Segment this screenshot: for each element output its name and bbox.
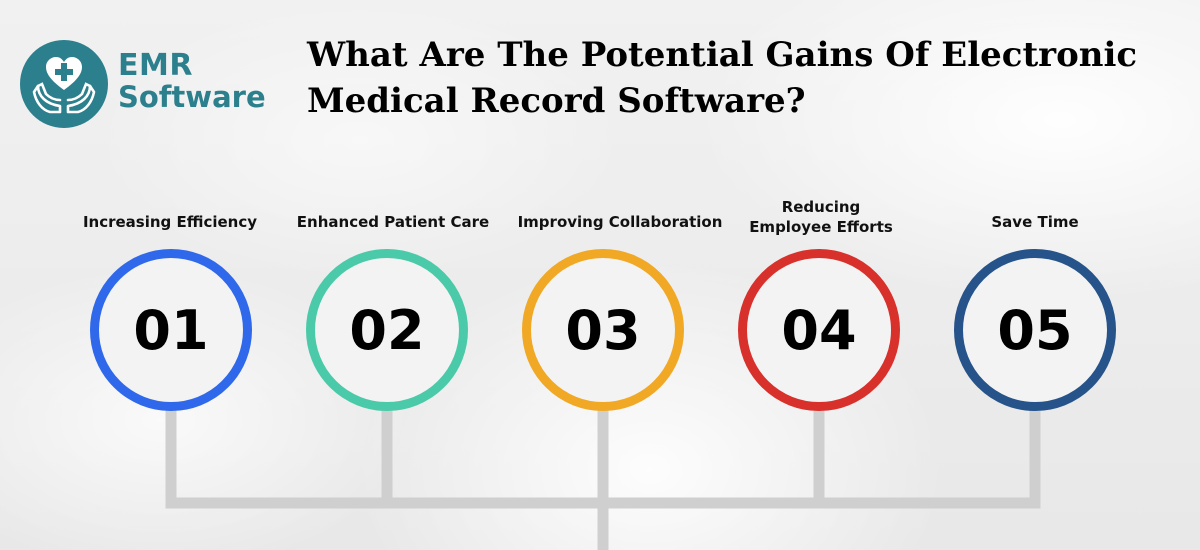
step-label-1: Increasing Efficiency xyxy=(82,213,258,231)
step-label-4-line2: Employee Efforts xyxy=(749,218,893,237)
step-number-2: 02 xyxy=(349,298,425,362)
step-label-3: Improving Collaboration xyxy=(517,213,723,231)
step-circle-3: 03 xyxy=(522,249,684,411)
brand-name: EMR Software xyxy=(118,51,266,112)
step-number-3: 03 xyxy=(565,298,641,362)
brand-name-line2: Software xyxy=(118,80,266,114)
page-title: What Are The Potential Gains Of Electron… xyxy=(307,35,1138,121)
step-label-4-line1: Reducing xyxy=(781,198,861,216)
step-number-5: 05 xyxy=(997,298,1073,362)
step-label-5: Save Time xyxy=(991,213,1079,231)
step-label-4: Reducing Employee Efforts xyxy=(729,197,913,238)
brand-name-line1: EMR xyxy=(118,48,193,83)
step-label-2: Enhanced Patient Care xyxy=(296,213,490,231)
step-circle-4: 04 xyxy=(738,249,900,411)
step-circle-2: 02 xyxy=(306,249,468,411)
step-number-1: 01 xyxy=(133,298,209,362)
step-number-4: 04 xyxy=(781,298,857,362)
heart-hands-icon xyxy=(20,40,108,128)
step-circle-5: 05 xyxy=(954,249,1116,411)
step-circle-1: 01 xyxy=(90,249,252,411)
brand-logo: EMR Software xyxy=(20,40,270,128)
